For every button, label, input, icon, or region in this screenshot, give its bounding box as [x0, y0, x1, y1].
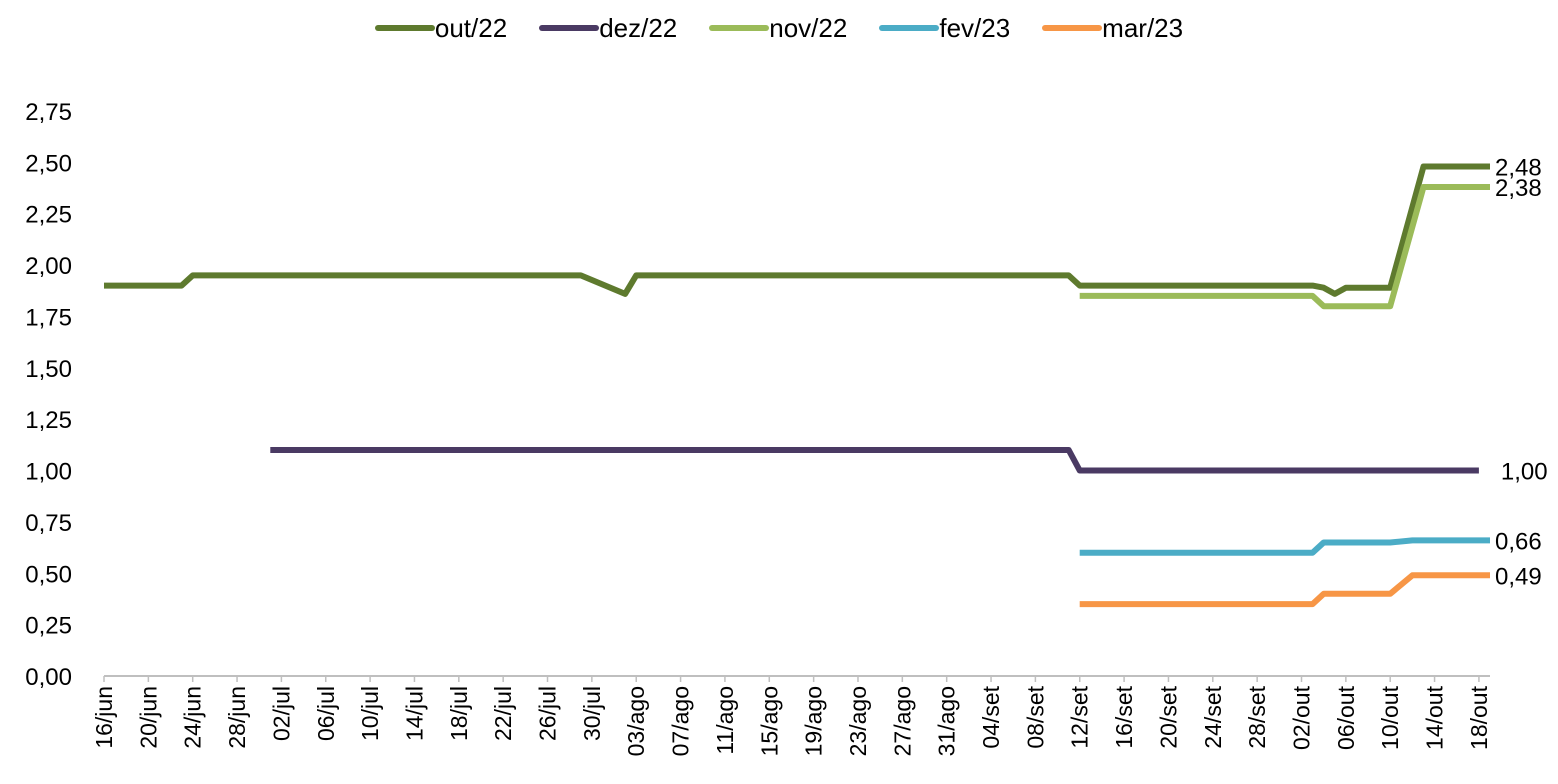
legend-label: mar/23 — [1102, 12, 1184, 43]
x-tick-label: 08/set — [1022, 685, 1048, 748]
x-tick-label: 06/out — [1333, 685, 1359, 750]
x-tick-label: 22/jul — [490, 686, 516, 741]
legend-swatch — [374, 25, 435, 31]
y-tick-label: 2,75 — [25, 99, 72, 126]
y-tick-label: 1,25 — [25, 407, 72, 434]
y-axis: 0,00 0,25 0,50 0,75 1,00 1,25 1,50 1,75 2,00 2,25… — [25, 99, 72, 691]
x-tick-label: 14/out — [1422, 685, 1448, 750]
series-line-fev-23 — [1079, 537, 1490, 556]
x-tick-label: 03/ago — [623, 686, 649, 756]
x-tick-label: 02/jul — [268, 686, 294, 741]
y-tick-label: 1,50 — [25, 356, 72, 383]
y-tick-label: 0,25 — [25, 613, 72, 640]
legend-label: dez/22 — [599, 12, 678, 43]
y-tick-label: 0,50 — [25, 561, 72, 588]
y-tick-label: 2,25 — [25, 202, 72, 229]
legend-item-mar-23: mar/23 — [1042, 13, 1183, 44]
end-label-out-22: 2,48 — [1495, 154, 1542, 181]
legend-swatch — [879, 25, 940, 31]
x-tick-label: 24/set — [1200, 685, 1226, 748]
x-tick-label: 16/set — [1111, 685, 1137, 748]
series-lines — [104, 163, 1490, 608]
y-tick-label: 1,75 — [25, 304, 72, 331]
x-tick-label: 15/ago — [756, 686, 782, 756]
x-tick-label: 18/jul — [446, 686, 472, 741]
x-tick-label: 11/ago — [712, 686, 738, 755]
x-axis: 16/jun 20/jun 24/jun 28/jun 02/jul 06/jul 10/j… — [91, 675, 1492, 756]
series-line-out-22 — [104, 163, 1490, 297]
x-tick-label: 27/ago — [889, 686, 915, 756]
x-tick-label: 14/jul — [401, 686, 427, 741]
y-tick-label: 2,50 — [25, 150, 72, 177]
legend-label: out/22 — [434, 12, 508, 43]
legend-item-nov-22: nov/22 — [709, 13, 847, 44]
x-tick-label: 28/set — [1244, 685, 1270, 748]
y-tick-label: 1,00 — [25, 459, 72, 486]
legend-label: fev/23 — [939, 12, 1011, 43]
x-tick-label: 10/out — [1377, 685, 1403, 750]
y-tick-label: 0,00 — [25, 664, 72, 691]
x-tick-label: 02/out — [1289, 685, 1315, 750]
series-line-mar-23 — [1079, 572, 1490, 608]
series-line-nov-22 — [1079, 184, 1490, 310]
x-tick-label: 31/ago — [934, 686, 960, 756]
x-tick-label: 30/jul — [579, 686, 605, 741]
x-tick-label: 26/jul — [535, 686, 561, 741]
end-label-nov-22: 2,38 — [1495, 175, 1542, 202]
legend-swatch — [1042, 25, 1103, 31]
x-tick-label: 23/ago — [845, 686, 871, 756]
legend-item-out-22: out/22 — [374, 12, 508, 44]
x-tick-label: 28/jun — [224, 686, 250, 749]
x-tick-label: 20/set — [1155, 685, 1181, 748]
end-label-dez-22: 1,00 — [1501, 459, 1548, 486]
x-tick-label: 06/jul — [313, 686, 339, 741]
legend-label: nov/22 — [769, 12, 848, 43]
x-tick-label: 16/jun — [91, 686, 117, 749]
x-tick-label: 20/jun — [135, 686, 161, 749]
x-tick-label: 19/ago — [801, 686, 827, 756]
x-tick-label: 10/jul — [357, 686, 383, 741]
x-tick-label: 12/set — [1067, 685, 1093, 748]
end-label-fev-23: 0,66 — [1495, 528, 1542, 555]
chart-legend: out/22 dez/22 nov/22 fev/23 mar/23 — [0, 10, 1558, 46]
legend-swatch — [539, 25, 600, 31]
series-line-dez-22 — [270, 447, 1479, 474]
x-tick-label: 24/jun — [180, 686, 206, 749]
x-tick-label: 07/ago — [668, 686, 694, 756]
y-tick-label: 2,00 — [25, 253, 72, 280]
x-tick-label: 04/set — [978, 685, 1004, 748]
legend-swatch — [709, 25, 770, 31]
end-labels: 2,48 1,00 2,38 0,66 0,49 — [1495, 154, 1548, 590]
y-tick-label: 0,75 — [25, 510, 72, 537]
legend-item-fev-23: fev/23 — [879, 13, 1010, 44]
legend-item-dez-22: dez/22 — [539, 13, 677, 44]
end-label-mar-23: 0,49 — [1495, 563, 1542, 590]
x-tick-label: 18/out — [1466, 685, 1492, 750]
